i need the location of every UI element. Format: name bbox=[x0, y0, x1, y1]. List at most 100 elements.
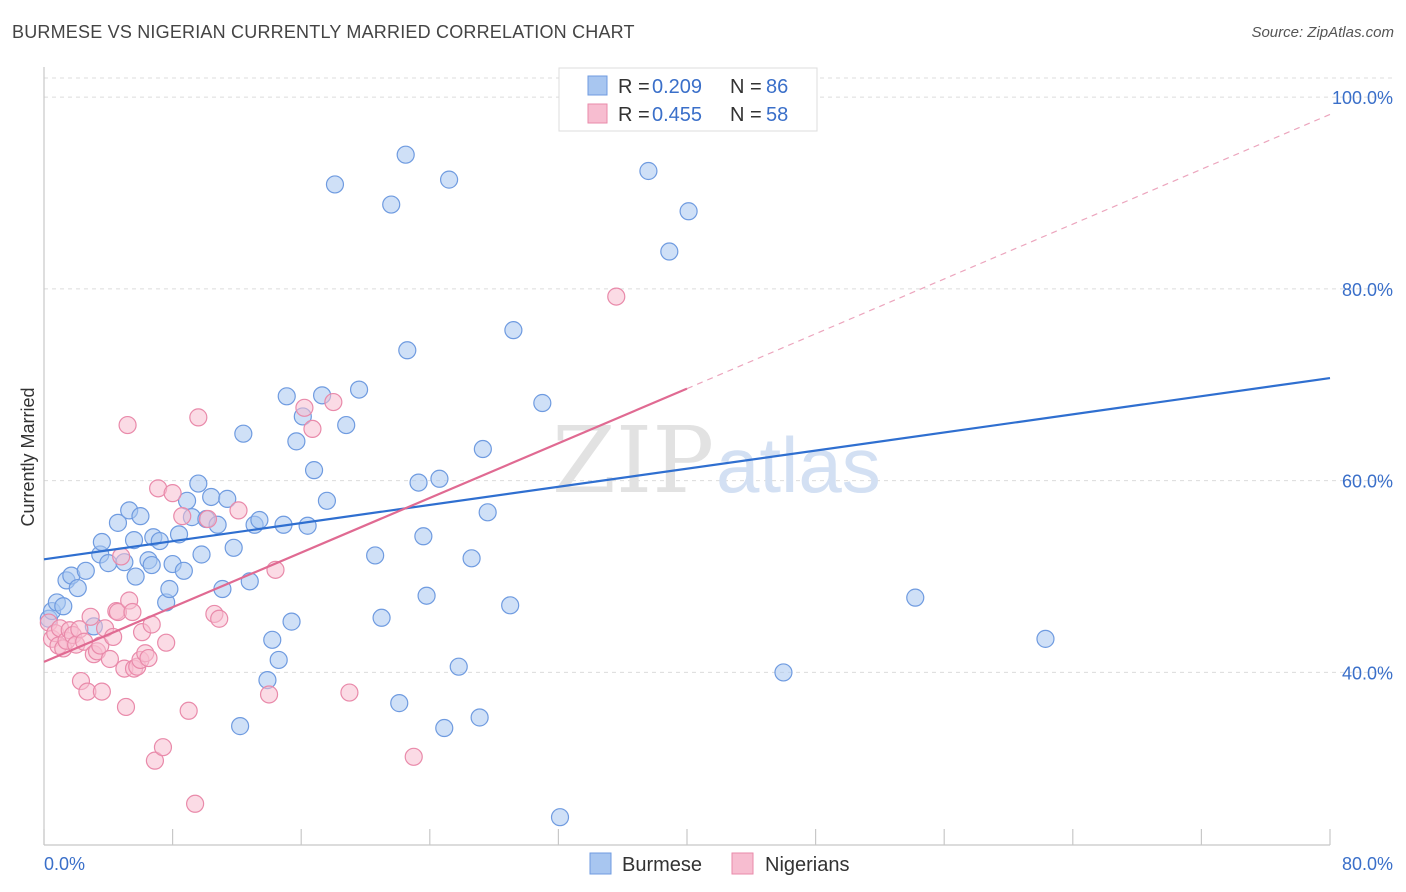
point-nigerians-39 bbox=[153, 738, 173, 757]
point-nigerians-29 bbox=[123, 602, 142, 622]
point-burmese-15 bbox=[124, 531, 144, 550]
point-burmese-72 bbox=[473, 439, 492, 459]
point-burmese-71 bbox=[470, 708, 489, 727]
point-burmese-67 bbox=[435, 718, 454, 738]
point-burmese-51 bbox=[304, 461, 324, 480]
point-burmese-57 bbox=[366, 546, 385, 565]
x-tick-label-max: 80.0% bbox=[1342, 854, 1393, 874]
point-nigerians-41 bbox=[163, 484, 182, 503]
point-burmese-59 bbox=[382, 195, 401, 214]
point-burmese-79 bbox=[660, 242, 679, 261]
point-burmese-19 bbox=[142, 555, 161, 575]
point-burmese-3 bbox=[54, 597, 73, 616]
point-nigerians-54 bbox=[324, 392, 343, 412]
point-burmese-30 bbox=[192, 545, 211, 564]
legend-n-label-nigerians: N = bbox=[730, 104, 762, 126]
point-nigerians-50 bbox=[259, 685, 279, 704]
point-burmese-12 bbox=[108, 513, 128, 532]
point-nigerians-53 bbox=[303, 419, 322, 439]
point-nigerians-56 bbox=[404, 747, 423, 766]
point-nigerians-55 bbox=[340, 683, 359, 702]
point-burmese-70 bbox=[462, 549, 481, 568]
point-burmese-44 bbox=[269, 650, 288, 670]
legend-r-label-burmese: R = bbox=[618, 76, 650, 98]
watermark-atlas: atlas bbox=[716, 421, 881, 509]
y-tick-label-2: 80.0% bbox=[1342, 280, 1393, 300]
chart-source: Source: ZipAtlas.com bbox=[1251, 24, 1394, 41]
axes bbox=[43, 67, 1331, 846]
point-nigerians-57 bbox=[607, 287, 626, 306]
trend-line-burmese bbox=[43, 376, 1331, 561]
point-burmese-35 bbox=[218, 489, 237, 508]
point-burmese-60 bbox=[390, 694, 409, 713]
point-burmese-16 bbox=[126, 567, 145, 586]
point-burmese-10 bbox=[92, 532, 111, 552]
point-nigerians-35 bbox=[139, 648, 158, 668]
point-burmese-81 bbox=[774, 663, 793, 682]
point-nigerians-48 bbox=[210, 609, 229, 628]
point-burmese-77 bbox=[550, 808, 570, 827]
point-burmese-61 bbox=[396, 145, 415, 164]
point-burmese-78 bbox=[639, 161, 658, 181]
point-nigerians-20 bbox=[100, 649, 120, 669]
point-nigerians-45 bbox=[189, 408, 208, 427]
point-burmese-83 bbox=[1036, 629, 1055, 648]
trend-line-nigerians bbox=[43, 387, 688, 663]
point-burmese-82 bbox=[906, 588, 925, 607]
trend-line-nigerians-extension bbox=[686, 113, 1331, 390]
point-burmese-63 bbox=[409, 473, 428, 492]
y-tick-labels: 40.0% 60.0% 80.0% 100.0% bbox=[1332, 88, 1393, 683]
chart-title: BURMESE VS NIGERIAN CURRENTLY MARRIED CO… bbox=[12, 22, 635, 42]
legend-swatch-nigerians bbox=[587, 103, 608, 124]
legend-n-value-nigerians: 58 bbox=[766, 104, 788, 126]
point-burmese-58 bbox=[372, 608, 391, 627]
y-axis-title: Currently Married bbox=[18, 387, 38, 526]
point-burmese-56 bbox=[349, 380, 369, 399]
point-burmese-38 bbox=[234, 424, 253, 443]
point-burmese-62 bbox=[398, 341, 417, 360]
legend-r-label-nigerians: R = bbox=[618, 104, 650, 126]
y-tick-label-3: 100.0% bbox=[1332, 88, 1393, 108]
legend-n-label-burmese: N = bbox=[730, 76, 762, 98]
bottom-legend-swatch-burmese bbox=[589, 852, 612, 875]
data-points bbox=[39, 145, 1055, 827]
legend-top: R = 0.209 N = 86 R = 0.455 N = 58 bbox=[558, 67, 818, 132]
point-burmese-46 bbox=[277, 387, 296, 406]
point-nigerians-27 bbox=[118, 415, 137, 435]
point-burmese-50 bbox=[298, 516, 317, 535]
legend-n-value-burmese: 86 bbox=[766, 76, 788, 98]
point-burmese-66 bbox=[430, 469, 449, 488]
point-nigerians-24 bbox=[112, 547, 131, 566]
point-burmese-55 bbox=[337, 415, 356, 435]
legend-swatch-burmese bbox=[587, 75, 608, 96]
bottom-legend-swatch-nigerians bbox=[731, 852, 754, 875]
point-burmese-73 bbox=[478, 503, 497, 522]
point-burmese-47 bbox=[282, 612, 301, 631]
point-nigerians-42 bbox=[173, 507, 192, 526]
point-nigerians-26 bbox=[116, 697, 136, 717]
point-burmese-37 bbox=[231, 717, 250, 736]
point-nigerians-40 bbox=[157, 633, 176, 652]
point-nigerians-49 bbox=[229, 501, 248, 520]
point-burmese-36 bbox=[224, 538, 243, 557]
point-burmese-64 bbox=[414, 527, 433, 546]
x-tick-label-min: 0.0% bbox=[44, 854, 85, 874]
point-burmese-29 bbox=[189, 474, 208, 493]
point-burmese-68 bbox=[439, 170, 459, 189]
watermark-zip: ZIP bbox=[552, 407, 714, 514]
point-burmese-23 bbox=[160, 579, 179, 599]
y-tick-label-1: 60.0% bbox=[1342, 472, 1393, 492]
point-nigerians-37 bbox=[145, 751, 165, 770]
legend-r-value-burmese: 0.209 bbox=[652, 76, 702, 98]
point-burmese-65 bbox=[417, 586, 436, 605]
point-burmese-69 bbox=[449, 657, 468, 676]
legend-r-value-nigerians: 0.455 bbox=[652, 104, 702, 126]
legend-bottom: Burmese Nigerians bbox=[589, 852, 849, 876]
bottom-legend-label-nigerians: Nigerians bbox=[765, 854, 849, 876]
point-nigerians-44 bbox=[186, 794, 205, 813]
point-nigerians-52 bbox=[295, 398, 314, 417]
point-burmese-80 bbox=[679, 202, 698, 221]
y-tick-label-0: 40.0% bbox=[1342, 663, 1393, 683]
point-burmese-53 bbox=[317, 491, 337, 510]
